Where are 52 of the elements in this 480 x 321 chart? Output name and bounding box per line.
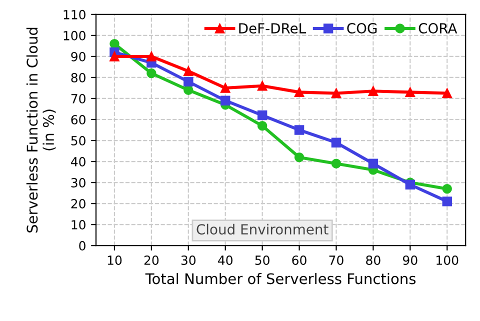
y-tick-label: 110 — [64, 10, 86, 20]
y-tick-label: 30 — [71, 178, 86, 188]
point — [405, 87, 416, 98]
y-tick-label: 80 — [71, 72, 86, 82]
y-tick-label: 90 — [71, 52, 86, 62]
point — [257, 81, 268, 91]
y-tick-label: 60 — [71, 114, 86, 124]
legend-label: DeF-DReL — [239, 23, 306, 34]
x-axis-title: Total Number of Serverless Functions — [145, 272, 416, 284]
point — [220, 96, 230, 106]
point — [146, 68, 156, 78]
y-tick-label: 10 — [72, 220, 86, 230]
legend-label: COG — [347, 23, 377, 34]
point — [331, 88, 342, 98]
y-tick-label: 0 — [79, 241, 86, 250]
point — [184, 85, 194, 95]
point — [368, 158, 378, 168]
legend-label: CORA — [418, 23, 458, 34]
x-tick-label: 70 — [329, 256, 344, 265]
point — [294, 87, 304, 98]
x-tick-label: 50 — [255, 256, 270, 265]
x-tick-label: 90 — [402, 256, 418, 265]
point — [294, 152, 304, 162]
x-tick-label: 20 — [144, 256, 159, 265]
y-tick-label: 100 — [64, 30, 86, 40]
x-tick-label: 10 — [108, 256, 122, 265]
x-tick-label: 80 — [366, 256, 380, 265]
x-tick-label: 60 — [292, 256, 306, 265]
point — [442, 196, 452, 206]
point — [257, 120, 268, 131]
point — [257, 110, 268, 120]
x-tick-label: 40 — [218, 256, 232, 265]
point — [294, 125, 304, 135]
y-axis-title: Serverless Function in Cloud (in %) — [26, 28, 56, 233]
y-tick-label: 70 — [71, 94, 86, 104]
point — [331, 158, 342, 168]
point — [184, 66, 194, 76]
point — [368, 86, 378, 96]
y-tick-label: 20 — [71, 199, 86, 208]
point — [220, 83, 230, 93]
point — [442, 184, 452, 194]
point — [184, 76, 194, 87]
point — [442, 88, 452, 98]
point — [331, 138, 342, 148]
x-tick-label: 30 — [181, 256, 196, 265]
point — [146, 52, 156, 62]
y-tick-label: 40 — [70, 156, 86, 166]
point — [110, 52, 120, 62]
annotation: Cloud Environment — [196, 224, 328, 235]
point — [110, 39, 120, 49]
x-tick-label: 100 — [436, 256, 458, 265]
y-tick-label: 50 — [71, 136, 86, 146]
